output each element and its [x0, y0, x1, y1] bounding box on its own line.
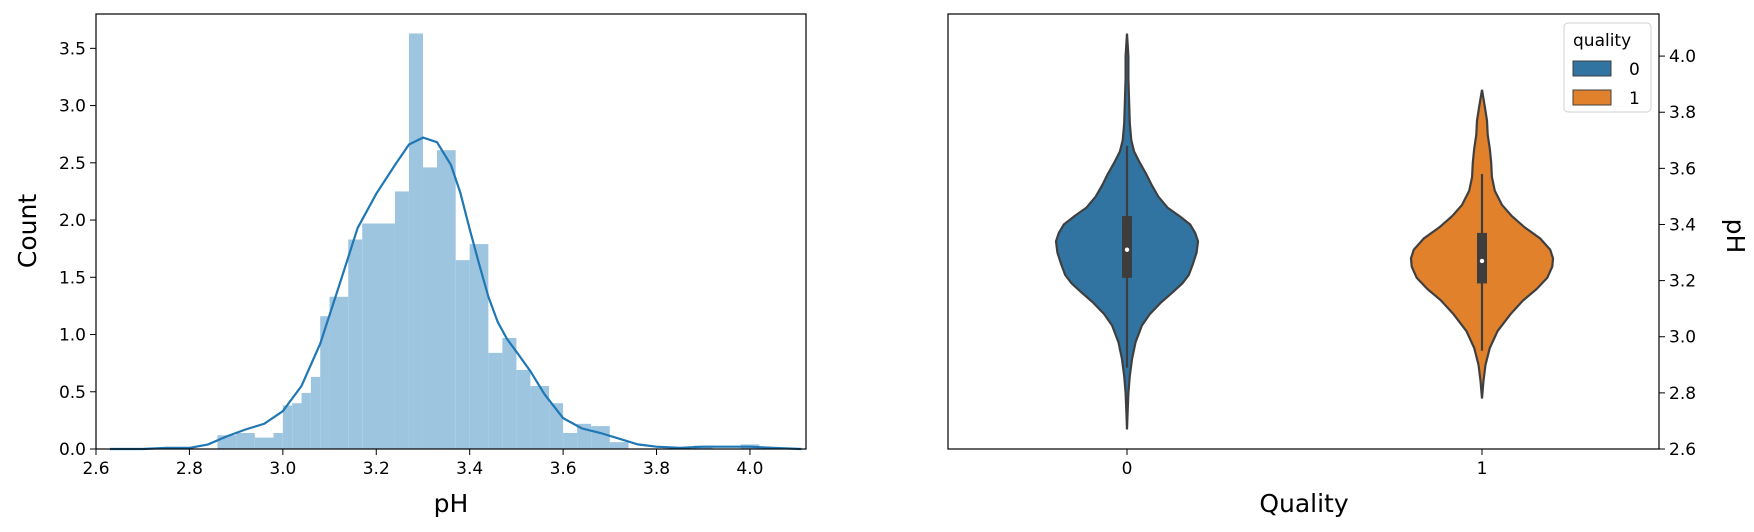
violin-y-tick-label-5: 3.6	[1669, 159, 1696, 179]
violin-iqr-box-1	[1477, 232, 1487, 284]
violin-y-axis-label: pH	[1721, 219, 1750, 254]
histogram-x-tick-label-7: 4.0	[736, 459, 763, 479]
histogram-bar-23	[563, 432, 578, 449]
histogram-bars	[217, 33, 760, 450]
histogram-bar-4	[282, 405, 293, 449]
histogram-bar-12	[394, 191, 409, 449]
histogram-x-tick-label-6: 3.8	[643, 459, 670, 479]
legend-label-1: 1	[1629, 89, 1640, 109]
histogram-y-tick-label-2: 1.0	[59, 326, 86, 346]
histogram-bar-8	[320, 316, 330, 449]
histogram-bar-10	[348, 239, 363, 449]
histogram-bar-15	[436, 150, 456, 449]
histogram-y-tick-label-3: 1.5	[59, 268, 86, 288]
histogram-bar-6	[301, 392, 311, 449]
violin-median-0	[1124, 247, 1130, 252]
histogram-x-tick-label-3: 3.2	[363, 459, 390, 479]
histogram-bar-25	[591, 426, 610, 449]
histogram-bar-26	[609, 442, 629, 449]
histogram-bar-9	[329, 296, 349, 449]
histogram-x-tick-label-4: 3.4	[456, 459, 483, 479]
histogram-y-tick-label-1: 0.5	[59, 383, 86, 403]
violin-y-tick-label-0: 2.6	[1669, 440, 1696, 460]
histogram-bar-1	[236, 432, 255, 449]
histogram-bar-18	[488, 352, 503, 449]
histogram-x-tick-label-2: 3.0	[269, 459, 296, 479]
legend-swatch-0	[1572, 60, 1612, 77]
histogram-bar-11	[362, 223, 395, 449]
histogram-y-axis-label: Count	[13, 194, 42, 268]
violin-frame	[947, 13, 1660, 450]
violin-y-tick-label-2: 3.0	[1669, 328, 1696, 348]
histogram-y-tick-label-7: 3.5	[59, 39, 86, 59]
histogram-panel: 2.6 2.8 3.0 3.2 3.4 3.6 3.8 4.0 0.0 0.5 1.0 1.5 2.0…	[13, 13, 807, 518]
histogram-x-axis-label: pH	[434, 489, 469, 518]
histogram-bar-5	[292, 403, 302, 449]
histogram-bar-19	[502, 337, 517, 449]
histogram-x-tick-label-1: 2.8	[176, 459, 203, 479]
histogram-y-tick-label-6: 3.0	[59, 97, 86, 117]
histogram-x-tick-label-0: 2.6	[82, 459, 109, 479]
violin-x-axis-label: Quality	[1259, 489, 1349, 518]
histogram-bar-7	[310, 376, 321, 449]
violins	[1054, 33, 1555, 430]
histogram-bar-2	[254, 437, 274, 449]
legend-swatch-1	[1572, 89, 1612, 106]
histogram-bar-21	[530, 386, 550, 449]
violin-y-tick-label-4: 3.4	[1669, 215, 1696, 235]
violin-iqr-box-0	[1122, 216, 1132, 278]
legend-title: quality	[1573, 31, 1631, 51]
legend: quality 0 1	[1563, 22, 1652, 113]
histogram-bar-14	[422, 167, 437, 450]
histogram-x-tick-label-5: 3.6	[550, 459, 577, 479]
violin-y-tick-label-3: 3.2	[1669, 272, 1696, 292]
violin-x-tick-label-0: 0	[1122, 459, 1133, 479]
violin-x-tick-label-1: 1	[1477, 459, 1488, 479]
legend-label-0: 0	[1629, 60, 1640, 80]
violin-y-tick-label-1: 2.8	[1669, 384, 1696, 404]
violin-y-tick-label-7: 4.0	[1669, 47, 1696, 67]
histogram-y-tick-label-0: 0.0	[59, 440, 86, 460]
histogram-x-ticks: 2.6 2.8 3.0 3.2 3.4 3.6 3.8 4.0	[82, 449, 763, 479]
histogram-bar-20	[516, 370, 531, 449]
histogram-bar-17	[469, 244, 489, 449]
histogram-frame	[95, 13, 807, 450]
histogram-bar-3	[273, 432, 283, 449]
violin-y-ticks: 2.6 2.8 3.0 3.2 3.4 3.6 3.8 4.0	[1659, 47, 1696, 460]
histogram-y-ticks: 0.0 0.5 1.0 1.5 2.0 2.5 3.0 3.5	[59, 39, 96, 460]
histogram-y-tick-label-5: 2.5	[59, 154, 86, 174]
histogram-y-tick-label-4: 2.0	[59, 211, 86, 231]
histogram-bar-16	[455, 260, 470, 449]
violin-y-tick-label-6: 3.8	[1669, 103, 1696, 123]
histogram-bar-13	[408, 33, 423, 450]
kde-curve	[110, 136, 802, 451]
violin-median-1	[1479, 258, 1485, 264]
